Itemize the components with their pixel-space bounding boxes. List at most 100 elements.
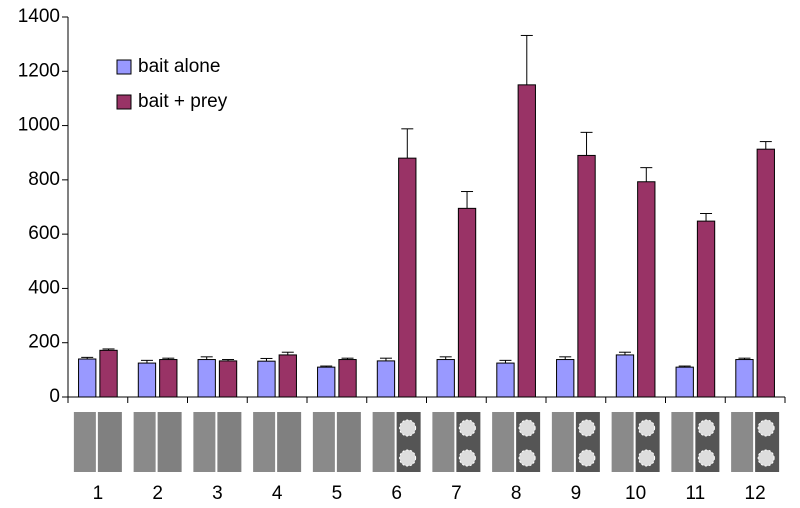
plate-image	[312, 412, 361, 472]
error-bar	[102, 348, 115, 351]
colony	[518, 449, 536, 467]
error-bar	[281, 351, 294, 355]
error-bar	[618, 351, 631, 355]
error-bar	[200, 356, 213, 360]
colony	[638, 419, 656, 437]
bar	[78, 358, 97, 398]
plate-image	[492, 412, 541, 472]
error-bar	[700, 213, 713, 222]
bar	[338, 359, 357, 398]
error-bar	[640, 167, 653, 182]
bar	[159, 359, 178, 398]
bar	[197, 359, 216, 398]
y-tick-label: 400	[28, 277, 60, 298]
plate-image	[731, 412, 780, 472]
error-bar	[260, 357, 273, 362]
colony	[697, 419, 715, 437]
plate-image	[253, 412, 302, 472]
bar	[615, 354, 635, 398]
bar	[577, 154, 596, 398]
error-bar	[140, 359, 153, 364]
plate-left	[551, 412, 574, 472]
error-bar	[580, 131, 593, 156]
error-bar	[439, 356, 452, 360]
bar	[218, 360, 238, 398]
colony	[399, 419, 417, 437]
error-bar	[759, 141, 772, 150]
x-tick-label: 4	[272, 483, 283, 504]
error-bar	[678, 365, 691, 368]
plate-right	[336, 412, 361, 472]
colony	[757, 449, 775, 467]
legend-label: bait alone	[138, 56, 220, 77]
plate-left	[253, 412, 276, 472]
plate-image	[671, 412, 720, 472]
bar	[278, 354, 297, 398]
plate-left	[372, 412, 395, 472]
y-tick-label: 1000	[18, 115, 60, 136]
x-tick-label: 7	[451, 483, 462, 504]
x-tick-label: 10	[625, 483, 646, 504]
bar	[257, 360, 276, 398]
plate-left	[492, 412, 515, 472]
plate-right	[217, 412, 242, 472]
error-bar	[162, 357, 175, 360]
colony	[638, 449, 656, 467]
y-tick-label: 1400	[18, 6, 60, 27]
error-bar	[461, 191, 474, 209]
colony	[458, 449, 476, 467]
y-tick-label: 200	[28, 332, 60, 353]
x-tick-label: 2	[152, 483, 163, 504]
error-bar	[559, 356, 572, 360]
bar	[398, 157, 417, 398]
error-bar	[401, 128, 414, 159]
plate-image	[611, 412, 660, 472]
plate-image	[551, 412, 600, 472]
colony	[578, 419, 596, 437]
bar	[756, 148, 775, 398]
error-bar	[499, 359, 512, 364]
x-tick-label: 11	[686, 483, 706, 504]
plate-image	[193, 412, 242, 472]
bar	[517, 84, 536, 398]
bar	[735, 359, 754, 398]
x-tick-label: 12	[745, 483, 766, 504]
error-bar	[341, 357, 354, 360]
colony	[399, 449, 417, 467]
bar	[317, 366, 336, 398]
legend: bait alone bait + prey	[106, 48, 250, 120]
x-tick-label: 8	[511, 483, 522, 504]
error-bar	[520, 34, 533, 85]
plate-image	[133, 412, 182, 472]
plate-left	[133, 412, 156, 472]
bar	[496, 362, 515, 398]
bar	[675, 366, 694, 398]
bar	[556, 359, 575, 398]
plate-right	[277, 412, 302, 472]
x-tick-label: 9	[571, 483, 582, 504]
legend-label: bait + prey	[138, 91, 228, 112]
legend-swatch	[116, 94, 132, 110]
bar	[457, 207, 477, 398]
plate-image	[372, 412, 421, 472]
y-tick-label: 800	[28, 169, 60, 190]
plate-left	[731, 412, 754, 472]
plate-left	[73, 412, 96, 472]
colony	[518, 419, 536, 437]
y-tick-label: 0	[49, 386, 60, 407]
x-tick-label: 6	[391, 483, 402, 504]
error-bar	[320, 365, 333, 368]
plate-left	[671, 412, 694, 472]
y-tick-label: 600	[28, 223, 60, 244]
plate-right	[97, 412, 122, 472]
bar	[696, 220, 716, 398]
colony	[578, 449, 596, 467]
error-bar	[738, 357, 751, 360]
bar	[376, 360, 396, 398]
bar	[99, 349, 118, 398]
colony	[458, 419, 476, 437]
plate-left	[432, 412, 455, 472]
plate-image	[73, 412, 122, 472]
error-bar	[379, 357, 392, 361]
